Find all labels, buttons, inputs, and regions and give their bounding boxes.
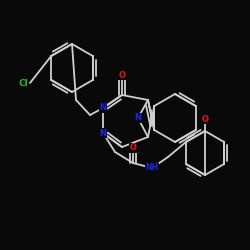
Text: Cl: Cl	[18, 78, 28, 88]
Text: N: N	[134, 114, 141, 122]
Text: O: O	[130, 144, 136, 152]
Text: NH: NH	[146, 164, 158, 172]
Text: N: N	[100, 128, 106, 138]
Text: N: N	[100, 104, 106, 112]
Text: O: O	[202, 114, 208, 124]
Text: O: O	[118, 70, 126, 80]
